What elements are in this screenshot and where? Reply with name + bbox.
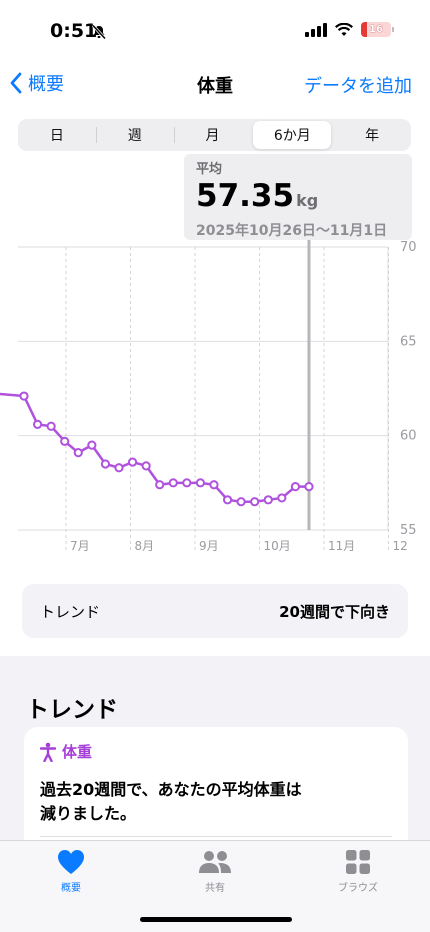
average-callout: 平均 57.35 kg 2025年10月26日～11月1日 (184, 154, 412, 240)
data-point (141, 461, 151, 471)
back-button[interactable]: 概要 (10, 70, 64, 96)
status-time: 0:51 (50, 20, 98, 42)
chevron-left-icon (10, 72, 22, 94)
y-tick-label: 55 (400, 523, 417, 538)
data-point (263, 495, 273, 505)
nav-bar: 概要 体重 データを追加 (0, 62, 430, 106)
data-point (236, 497, 246, 507)
person-figure-icon (40, 742, 56, 762)
trend-label: トレンド (40, 602, 101, 621)
x-tick-label: 7月 (70, 539, 90, 553)
tab-bar: 概要 共有 ブラウズ (0, 840, 430, 932)
segment-4[interactable]: 年 (365, 128, 380, 144)
trend-card[interactable]: 体重 過去20週間で、あなたの平均体重は 減りました。 (24, 727, 408, 857)
average-value: 57.35 (196, 178, 295, 214)
average-label: 平均 (196, 162, 223, 177)
y-tick-label: 70 (400, 240, 417, 255)
tab-browse[interactable]: ブラウズ (313, 849, 403, 894)
trend-value: 20週間で下向き (279, 602, 390, 621)
x-tick-label: 8月 (135, 539, 155, 553)
data-point (195, 478, 206, 488)
grid-icon (346, 850, 370, 874)
tab-summary[interactable]: 概要 (26, 849, 116, 894)
tab-browse-label: ブラウズ (338, 883, 378, 894)
data-point (209, 480, 219, 490)
card-text: 過去20週間で、あなたの平均体重は 減りました。 (40, 778, 392, 826)
x-tick-label: 9月 (199, 539, 219, 553)
heart-icon (58, 850, 84, 874)
data-point (46, 421, 56, 431)
average-unit: kg (296, 191, 319, 210)
data-point (32, 419, 43, 429)
data-point (250, 497, 260, 507)
x-tick-label: 12 (393, 539, 408, 553)
trend-summary-row[interactable]: トレンド 20週間で下向き (22, 584, 408, 638)
section-title: トレンド (26, 697, 118, 723)
data-point (277, 493, 287, 503)
data-point (182, 478, 192, 488)
segment-1[interactable]: 週 (95, 119, 174, 151)
status-bar: 0:51 16 (0, 0, 430, 62)
data-point (168, 478, 178, 488)
data-point (87, 440, 97, 450)
data-point (73, 448, 83, 458)
series-line (0, 392, 309, 503)
people-icon (199, 851, 231, 873)
add-data-button[interactable]: データを追加 (304, 76, 412, 97)
battery-icon: 16 (361, 22, 394, 37)
data-point (304, 482, 314, 492)
y-tick-label: 65 (400, 334, 417, 349)
signal-icon (305, 22, 327, 37)
y-tick-label: 60 (400, 429, 417, 444)
card-header: 体重 (40, 741, 392, 762)
tab-summary-label: 概要 (61, 883, 81, 894)
data-point (155, 480, 165, 490)
x-tick-label: 11月 (328, 539, 355, 553)
tab-sharing[interactable]: 共有 (170, 849, 260, 894)
data-point (100, 459, 111, 469)
data-point (127, 457, 138, 467)
card-text-line-1: 過去20週間で、あなたの平均体重は (40, 780, 302, 799)
date-range: 2025年10月26日～11月1日 (196, 223, 388, 239)
home-indicator (140, 917, 292, 922)
x-tick-label: 10月 (264, 539, 291, 553)
back-label: 概要 (28, 74, 64, 95)
period-segmented-control: 日 週月 6か月 年 (18, 119, 411, 151)
data-point (290, 482, 300, 492)
data-point (60, 436, 70, 446)
segment-0[interactable]: 日 (49, 128, 64, 144)
data-point (19, 391, 29, 401)
data-point (222, 495, 233, 505)
card-category: 体重 (62, 743, 93, 761)
weight-chart: 70 65 60 55 7月 8月 9月 10月 11月 12 (0, 240, 417, 553)
segment-3[interactable]: 6か月 (253, 121, 332, 149)
main-content: 日 週月 6か月 年 70 65 60 55 7月 8月 9月 10月 11月 12 平均 57.35 k… (0, 106, 430, 656)
card-divider (40, 836, 392, 837)
battery-level: 16 (369, 24, 383, 35)
data-point (114, 463, 124, 473)
wifi-icon (335, 22, 353, 36)
tab-sharing-label: 共有 (205, 883, 225, 894)
segment-2[interactable]: 月 (173, 119, 252, 151)
average-value-row: 57.35 kg (196, 177, 400, 220)
bell-slash-icon (91, 24, 107, 40)
card-text-line-2: 減りました。 (40, 804, 137, 823)
